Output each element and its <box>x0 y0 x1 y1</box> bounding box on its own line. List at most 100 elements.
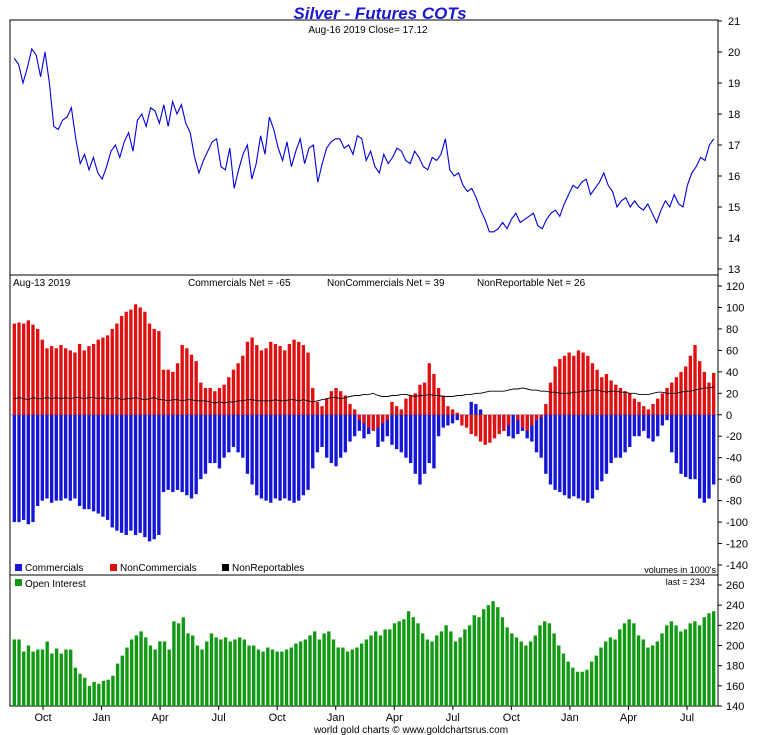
open-interest-bar <box>453 641 458 706</box>
noncommercials-bar <box>385 414 389 421</box>
noncommercials-bar <box>427 363 431 415</box>
cot-y-tick-label: 20 <box>726 388 738 400</box>
open-interest-bar <box>115 663 120 706</box>
open-interest-bar <box>491 601 495 706</box>
commercials-bar <box>684 414 688 478</box>
noncommercials-bar <box>604 373 609 415</box>
open-interest-bar <box>702 617 706 706</box>
oi-y-tick-label: 140 <box>726 701 744 713</box>
noncommercials-bar <box>278 346 282 415</box>
cot-y-tick-label: -100 <box>726 517 748 529</box>
noncommercials-bar <box>161 369 166 415</box>
commercials-bar <box>707 414 711 499</box>
commercials-bar <box>553 414 557 490</box>
open-interest-bar <box>17 639 21 706</box>
open-interest-bar <box>669 621 674 706</box>
noncommercials-bar <box>73 352 77 415</box>
open-interest-bar <box>618 629 622 706</box>
noncommercials-bar <box>357 414 362 421</box>
noncommercials-bar <box>185 348 189 415</box>
commercials-bar <box>614 414 618 458</box>
noncommercials-bar <box>660 393 665 415</box>
noncommercials-bar <box>203 387 208 415</box>
noncommercials-bar <box>343 395 348 415</box>
noncommercials-bar <box>138 307 142 415</box>
open-interest-bar <box>87 685 92 706</box>
open-interest-bar <box>313 631 317 706</box>
noncommercials-bar <box>17 322 21 415</box>
open-interest-bar <box>392 623 397 706</box>
noncommercials-bar <box>255 345 259 415</box>
commercials-bar <box>59 414 63 501</box>
cot-y-tick-label: 100 <box>726 302 744 314</box>
cot-y-tick-label: -80 <box>726 496 742 508</box>
open-interest-bar <box>68 649 73 706</box>
noncommercials-bar <box>679 371 683 415</box>
noncommercials-bar <box>376 414 380 428</box>
commercials-bar <box>427 414 431 464</box>
commercials-bar <box>418 414 422 485</box>
commercials-bar <box>217 414 222 469</box>
noncommercials-bar <box>623 391 627 415</box>
commercials-bar <box>581 414 585 501</box>
commercials-bar <box>450 414 455 424</box>
open-interest-bar <box>266 647 270 706</box>
noncommercials-bar <box>413 393 417 415</box>
open-interest-bar <box>186 633 190 706</box>
commercials-bar <box>63 414 68 499</box>
noncommercials-bar <box>82 350 86 415</box>
noncommercials-bar <box>670 382 674 415</box>
noncommercials-bar <box>478 414 483 442</box>
price-y-tick-label: 14 <box>728 233 740 245</box>
noncommercials-bar <box>129 309 133 415</box>
noncommercials-bar <box>157 331 161 415</box>
commercials-bar <box>171 414 175 493</box>
commercials-bar <box>315 414 320 453</box>
oi-y-tick-label: 200 <box>726 641 744 653</box>
noncommercials-bar <box>366 414 371 428</box>
commercials-bar <box>199 414 203 480</box>
price-y-tick-label: 15 <box>728 202 740 214</box>
open-interest-bar <box>359 643 364 706</box>
commercials-bar <box>278 414 282 501</box>
open-interest-bar <box>308 635 312 706</box>
cot-y-tick-label: -120 <box>726 539 748 551</box>
open-interest-bar <box>528 641 533 706</box>
noncommercials-bar <box>87 346 91 415</box>
open-interest-bar <box>261 651 265 706</box>
noncommercials-bar <box>460 414 464 426</box>
noncommercials-bar <box>595 369 599 415</box>
open-interest-bar <box>646 647 650 706</box>
commercials-bar <box>161 414 166 493</box>
open-interest-bar <box>444 625 448 706</box>
open-interest-bar <box>256 649 261 706</box>
open-interest-bar <box>449 631 453 706</box>
commercials-bar <box>306 414 310 490</box>
cot-units-note: volumes in 1000's <box>644 565 716 575</box>
open-interest-bar <box>345 651 350 706</box>
commercials-bar <box>441 414 445 428</box>
open-interest-bar <box>650 645 655 706</box>
noncommercials-bar <box>63 348 68 415</box>
open-interest-bar <box>284 649 289 706</box>
commercials-bar <box>376 414 380 447</box>
open-interest-bar <box>374 631 378 706</box>
commercials-bar <box>632 414 637 437</box>
open-interest-bar <box>378 635 383 706</box>
noncommercials-bar <box>637 401 641 415</box>
noncommercials-bar <box>115 323 119 415</box>
open-interest-bar <box>92 681 96 706</box>
open-interest-bar <box>327 631 331 706</box>
open-interest-bar <box>252 645 256 706</box>
noncommercials-bar <box>105 335 110 415</box>
nonreportables-line <box>14 386 714 404</box>
open-interest-bar <box>205 641 209 706</box>
open-interest-bar <box>697 625 702 706</box>
noncommercials-bar <box>208 387 212 415</box>
open-interest-bar <box>181 617 185 706</box>
oi-y-tick-label: 260 <box>726 580 744 592</box>
open-interest-bar <box>125 647 129 706</box>
price-y-tick-label: 20 <box>728 47 740 59</box>
cot-y-tick-label: 80 <box>726 324 738 336</box>
open-interest-bar <box>369 635 373 706</box>
